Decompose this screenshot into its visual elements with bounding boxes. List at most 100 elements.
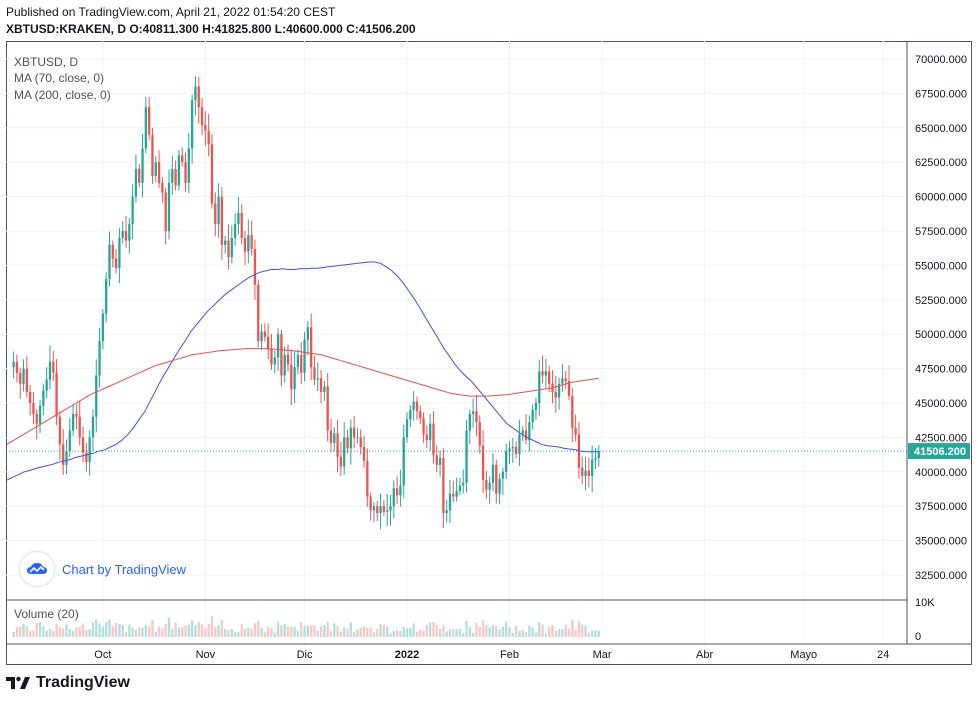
volume-bar	[19, 626, 22, 637]
candle-body	[184, 162, 187, 183]
candle-body	[88, 437, 91, 463]
candle-body	[581, 467, 584, 476]
volume-bar	[101, 626, 105, 637]
candle-body	[395, 488, 399, 496]
tradingview-watermark[interactable]: Chart by TradingView	[20, 552, 186, 586]
volume-bar	[240, 623, 243, 637]
volume-bar	[224, 628, 227, 637]
volume-bar	[333, 623, 336, 637]
volume-bar	[227, 630, 230, 637]
candle-body	[224, 240, 227, 245]
candle-body	[498, 478, 501, 494]
candle-body	[455, 491, 458, 497]
volume-bar	[210, 615, 214, 637]
volume-bar	[399, 631, 402, 637]
legend-title: XBTUSD, D	[14, 55, 79, 69]
volume-bar	[144, 625, 148, 637]
candle-body	[597, 451, 600, 459]
volume-bar	[438, 628, 442, 637]
volume-bar	[118, 623, 121, 637]
volume-bar	[564, 624, 567, 637]
candle-body	[541, 371, 544, 376]
volume-bar	[435, 624, 438, 637]
vertical-grid-lines	[102, 41, 884, 644]
volume-bar	[581, 624, 584, 637]
candle-body	[346, 437, 349, 449]
candle-body	[514, 447, 518, 454]
volume-bar	[260, 627, 263, 637]
volume-bar	[28, 630, 32, 637]
volume-bar	[366, 627, 369, 637]
candle-body	[42, 390, 45, 406]
candle-body	[108, 244, 111, 280]
y-tick-label: 60000.000	[915, 192, 967, 204]
candle-body	[323, 386, 326, 392]
volume-bar	[300, 621, 303, 637]
candle-body	[319, 378, 323, 392]
candle-body	[300, 354, 303, 373]
volume-bar	[429, 622, 432, 637]
volume-bar	[379, 624, 382, 637]
volume-bar	[356, 629, 359, 637]
candle-body	[210, 144, 214, 204]
symbol-ohlc-line: XBTUSD:KRAKEN, D O:40811.300 H:41825.800…	[6, 22, 416, 36]
candle-body	[564, 378, 567, 381]
candle-body	[382, 506, 386, 512]
candle-body	[286, 354, 290, 365]
candle-body	[524, 430, 528, 441]
candle-body	[144, 107, 148, 149]
volume-bar	[402, 626, 405, 637]
candle-body	[392, 488, 395, 507]
candle-body	[263, 331, 267, 337]
volume-bar	[468, 627, 471, 637]
y-tick-label: 62500.000	[915, 157, 967, 169]
candle-body	[15, 361, 19, 373]
volume-bar	[571, 619, 574, 637]
time-axis: Oct Nov Dic 2022 Feb Mar Abr Mayo 24	[94, 649, 889, 661]
candle-body	[290, 364, 293, 390]
candle-body	[409, 409, 412, 420]
volume-bar	[336, 626, 339, 637]
candle-body	[495, 464, 498, 494]
candle-body	[240, 213, 243, 238]
volume-bar	[124, 632, 128, 637]
candle-body	[68, 430, 71, 452]
y-tick-label: 50000.000	[915, 329, 967, 341]
candle-body	[237, 213, 240, 225]
volume-bar	[455, 629, 458, 637]
candle-body	[141, 148, 144, 183]
volume-bar	[303, 625, 306, 637]
candle-body	[349, 427, 352, 449]
candle-body	[81, 437, 85, 453]
candle-body	[101, 313, 105, 342]
y-tick-label: 52500.000	[915, 295, 967, 307]
volume-bar	[481, 620, 485, 637]
candle-body	[458, 485, 462, 492]
volume-bar	[174, 622, 177, 637]
candle-body	[362, 447, 366, 461]
candle-body	[138, 169, 141, 183]
candle-body	[584, 470, 587, 476]
volume-bar	[62, 628, 65, 637]
volume-bar	[78, 626, 81, 637]
volume-bar	[505, 621, 508, 637]
candle-body	[339, 456, 343, 467]
x-tick-label: 2022	[395, 649, 419, 661]
volume-bar	[154, 631, 157, 637]
volume-bar	[138, 626, 141, 637]
volume-bar	[544, 633, 548, 637]
volume-bar	[319, 626, 323, 637]
volume-bar	[471, 632, 475, 637]
volume-bar	[22, 623, 25, 637]
candle-body	[214, 203, 217, 225]
volume-bar	[491, 625, 495, 637]
volume-bar	[267, 626, 270, 637]
candle-body	[577, 434, 581, 468]
volume-bar	[114, 622, 118, 637]
volume-bar	[313, 625, 316, 637]
volume-bar	[200, 624, 204, 637]
volume-bar	[157, 626, 161, 637]
volume-bar	[95, 619, 98, 637]
footer-brand[interactable]: TradingView	[6, 674, 130, 692]
